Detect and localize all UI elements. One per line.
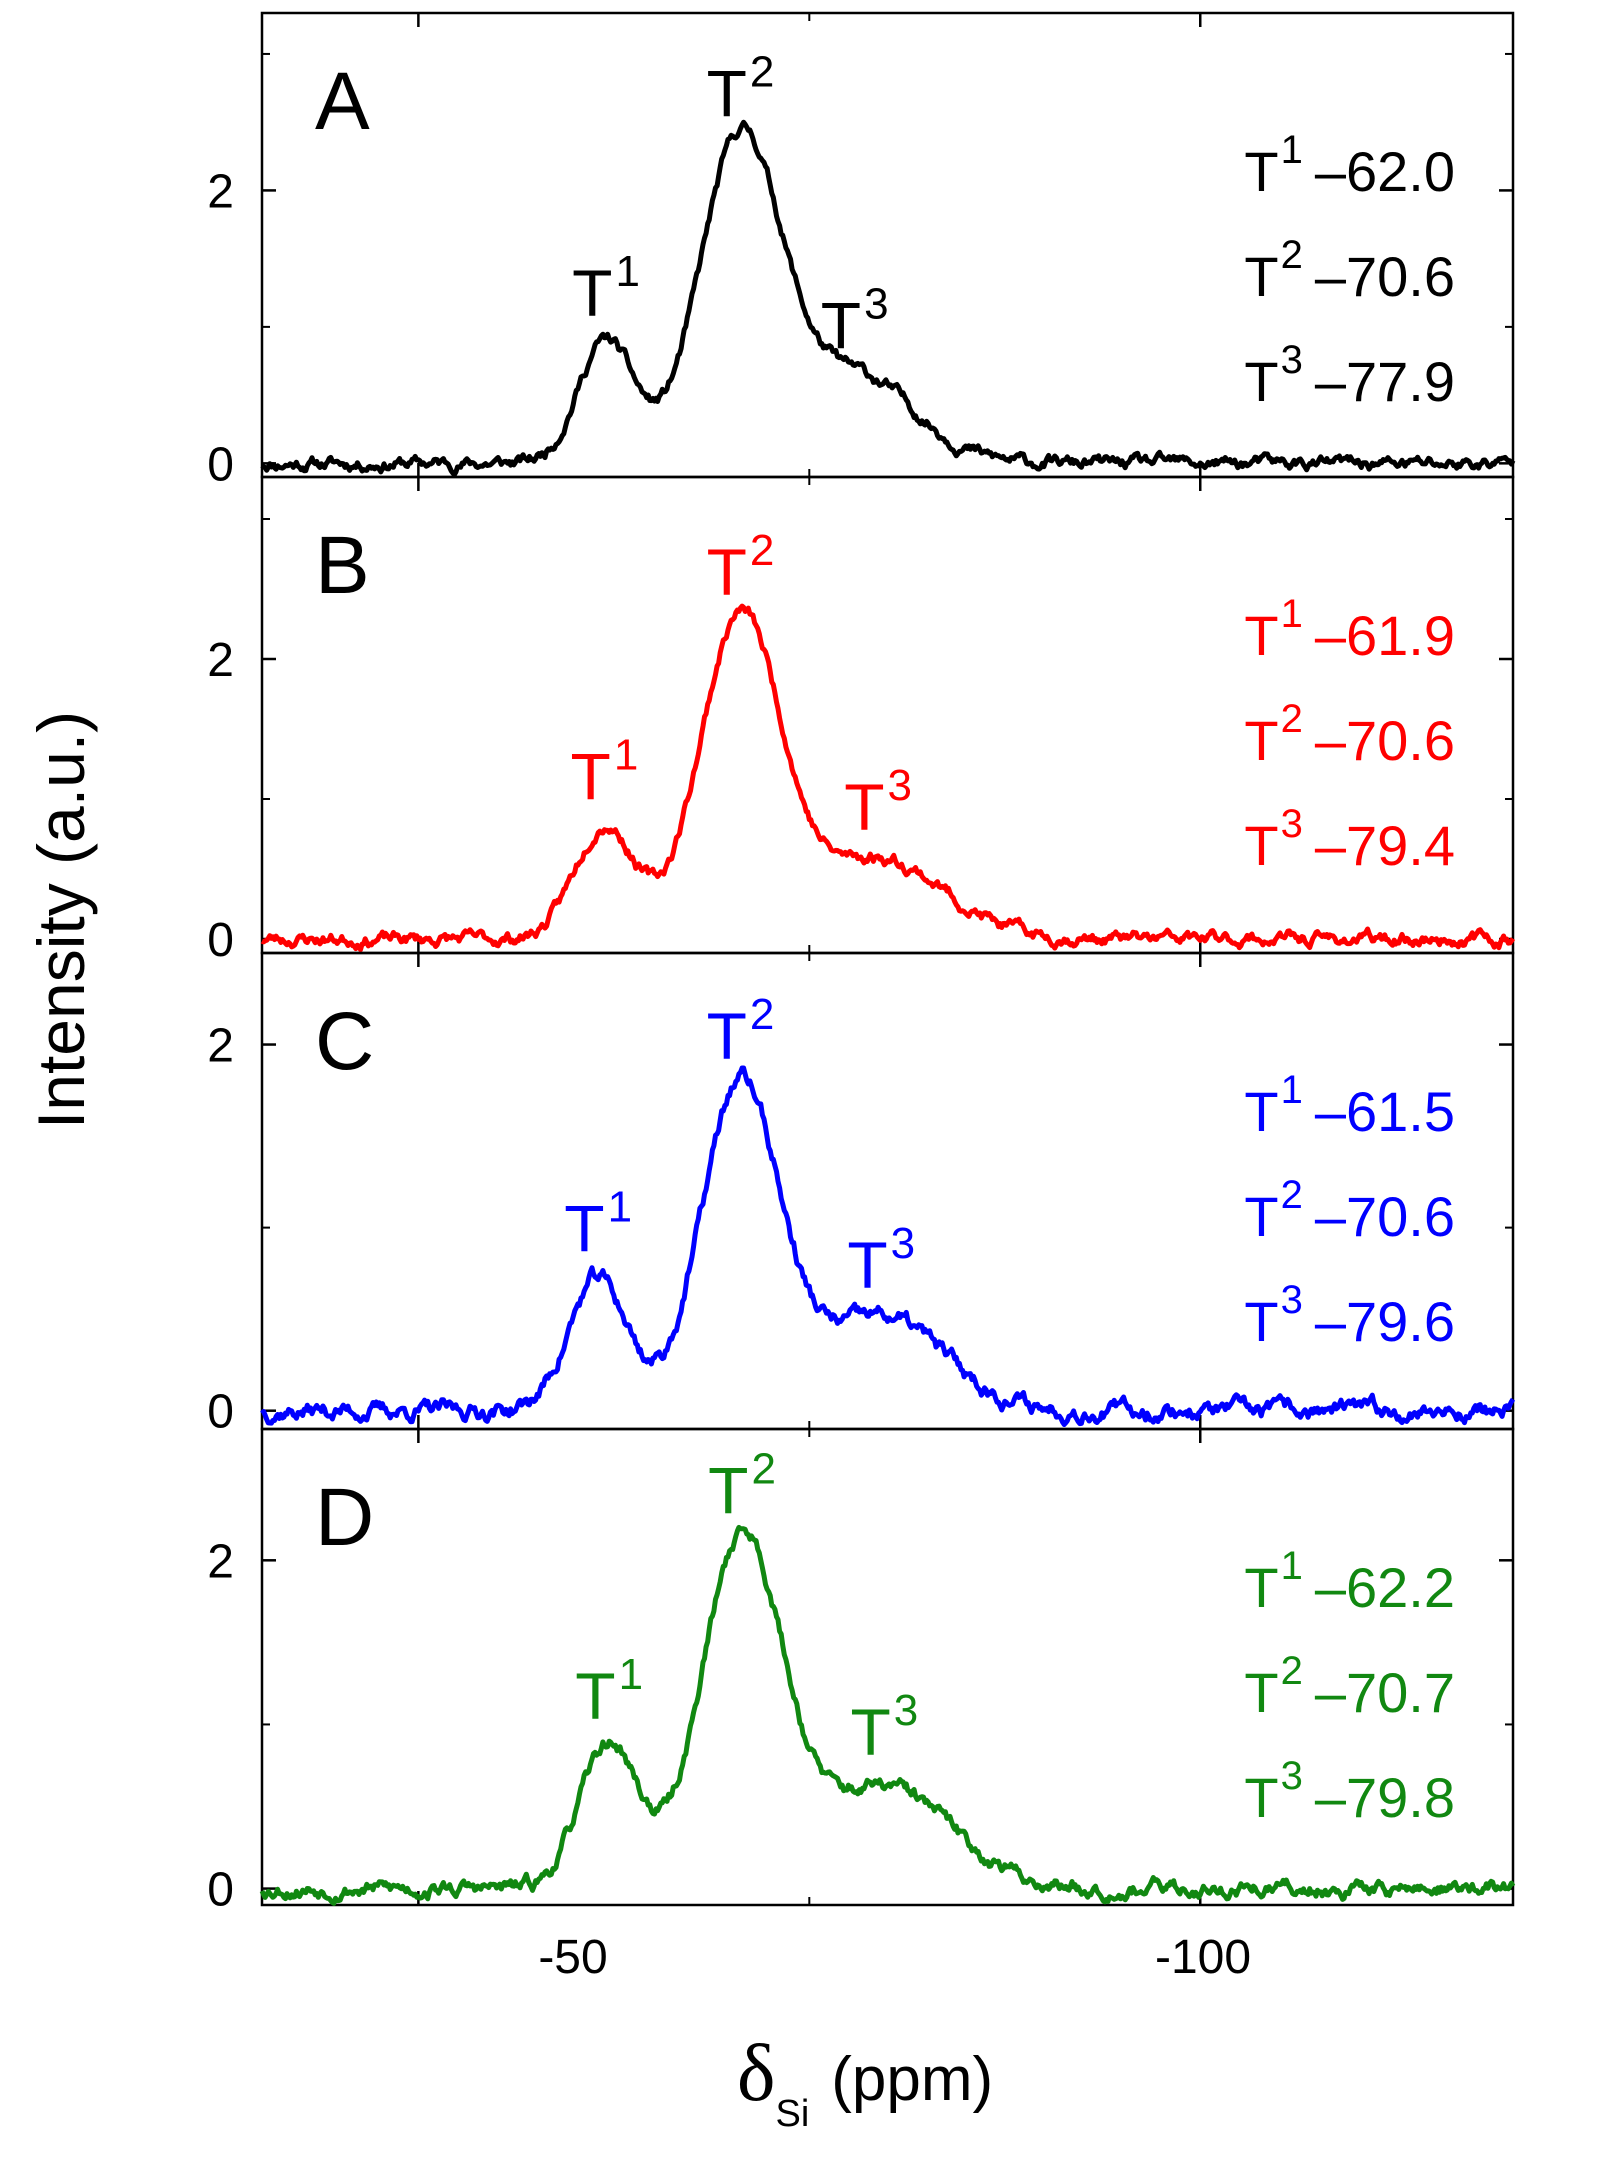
panel-label: B <box>315 520 370 611</box>
x-axis: -50 -100 δSi (ppm) <box>538 1931 1251 2135</box>
peak-label: T3 <box>844 761 912 844</box>
y-tick-label: 2 <box>207 1535 234 1588</box>
shift-entry: T2 –70.6 <box>1244 233 1455 308</box>
panel-label: A <box>315 56 370 147</box>
panel-frame <box>260 1427 1515 1907</box>
y-tick-label: 2 <box>207 165 234 218</box>
shift-entry: T1 –61.9 <box>1244 592 1455 667</box>
spectrum-line <box>260 603 1516 953</box>
peak-label: T1 <box>575 1650 643 1733</box>
shift-entry: T3 –77.9 <box>1244 338 1455 413</box>
peak-label: T3 <box>847 1219 915 1302</box>
peak-label: T1 <box>572 247 640 330</box>
y-tick-label: 0 <box>207 438 234 491</box>
shift-entry: T2 –70.6 <box>1244 1173 1455 1248</box>
peak-label: T3 <box>821 280 889 363</box>
y-tick-label: 2 <box>207 634 234 687</box>
panel-c: 0 2 C T1 T2 T3 T1 –61.5 T2 –70.6 T3 –79.6 <box>207 951 1516 1439</box>
x-axis-unit: (ppm) <box>831 2045 993 2114</box>
y-tick-label: 2 <box>207 1020 234 1073</box>
spectrum-line <box>260 1065 1516 1427</box>
shift-entry: T1 –62.2 <box>1244 1544 1455 1619</box>
panel-d: 0 2 D T1 T2 T3 T1 –62.2 T2 –70.7 T3 –79.8 <box>207 1427 1516 1917</box>
peak-label: T3 <box>850 1686 918 1769</box>
spectrum-line <box>259 1524 1516 1906</box>
shift-entry: T1 –61.5 <box>1244 1068 1455 1143</box>
x-tick-label-100: -100 <box>1155 1931 1251 1984</box>
shift-entry: T1 –62.0 <box>1244 128 1455 203</box>
peak-label: T1 <box>571 730 639 813</box>
shift-entry: T3 –79.6 <box>1244 1278 1455 1353</box>
peak-label: T2 <box>707 990 775 1073</box>
delta-subscript: Si <box>775 2093 809 2135</box>
spectrum-line <box>260 119 1516 478</box>
peak-label: T2 <box>707 526 775 609</box>
panel-b: 0 2 B T1 T2 T3 T1 –61.9 T2 –70.6 T3 –79.4 <box>207 475 1516 967</box>
peak-label: T1 <box>564 1182 632 1265</box>
y-tick-label: 0 <box>207 914 234 967</box>
peak-label: T2 <box>708 1445 776 1528</box>
y-tick-label: 0 <box>207 1386 234 1439</box>
shift-entry: T2 –70.7 <box>1244 1649 1455 1724</box>
shift-entry: T3 –79.4 <box>1244 802 1455 877</box>
panel-label: C <box>315 996 374 1087</box>
panel-label: D <box>315 1472 374 1563</box>
y-tick-label: 0 <box>207 1864 234 1917</box>
delta-symbol: δ <box>737 2027 776 2118</box>
panel-a: 0 2 A T1 T2 T3 T1 –62.0 T2 –70.6 T3 –77.9 <box>207 11 1516 491</box>
shift-entry: T2 –70.6 <box>1244 697 1455 772</box>
y-axis-title: Intensity (a.u.) <box>24 711 98 1129</box>
peak-label: T2 <box>707 48 775 131</box>
x-axis-title: δSi (ppm) <box>737 2027 993 2135</box>
panels: 0 2 A T1 T2 T3 T1 –62.0 T2 –70.6 T3 –77.9 0 2 B T1 T2 T3 T… <box>207 11 1516 1917</box>
x-tick-label-50: -50 <box>538 1931 607 1984</box>
shift-entry: T3 –79.8 <box>1244 1754 1455 1829</box>
